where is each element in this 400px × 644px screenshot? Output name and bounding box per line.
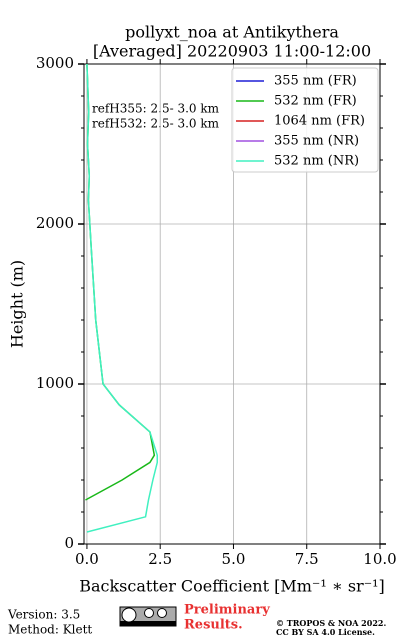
- legend-label: 532 nm (FR): [274, 94, 357, 109]
- copyright: © TROPOS & NOA 2022.: [276, 618, 386, 628]
- chart-title: pollyxt_noa at Antikythera: [125, 23, 339, 42]
- copyright: CC BY SA 4.0 License.: [276, 627, 375, 637]
- x-tick-label: 10.0: [363, 550, 396, 568]
- y-tick-label: 0: [64, 534, 74, 552]
- annotation: refH532: 2.5- 3.0 km: [92, 117, 220, 131]
- legend-label: 355 nm (FR): [274, 74, 357, 89]
- chart-subtitle: [Averaged] 20220903 11:00-12:00: [93, 42, 371, 61]
- legend-label: 355 nm (NR): [274, 134, 359, 149]
- legend-label: 532 nm (NR): [274, 154, 359, 169]
- profile-line: [86, 63, 159, 533]
- x-tick-label: 0.0: [75, 550, 99, 568]
- y-tick-label: 3000: [36, 54, 74, 72]
- cc-logo: [119, 606, 177, 627]
- annotation: refH355: 2.5- 3.0 km: [92, 102, 220, 116]
- y-axis-label: Height (m): [8, 260, 27, 348]
- legend-label: 1064 nm (FR): [274, 114, 365, 129]
- x-tick-label: 5.0: [222, 550, 246, 568]
- y-tick-label: 1000: [36, 374, 74, 392]
- preliminary-note: Preliminary: [184, 603, 270, 618]
- x-axis-label: Backscatter Coefficient [Mm⁻¹ ∗ sr⁻¹]: [79, 577, 385, 596]
- y-tick-label: 2000: [36, 214, 74, 232]
- legend-box: [231, 67, 379, 173]
- plot-frame: [83, 63, 381, 545]
- x-tick-label: 7.5: [295, 550, 319, 568]
- x-tick-label: 2.5: [148, 550, 172, 568]
- version: Version: 3.5: [7, 608, 80, 622]
- preliminary-note: Results.: [184, 618, 243, 633]
- method: Method: Klett: [8, 623, 92, 637]
